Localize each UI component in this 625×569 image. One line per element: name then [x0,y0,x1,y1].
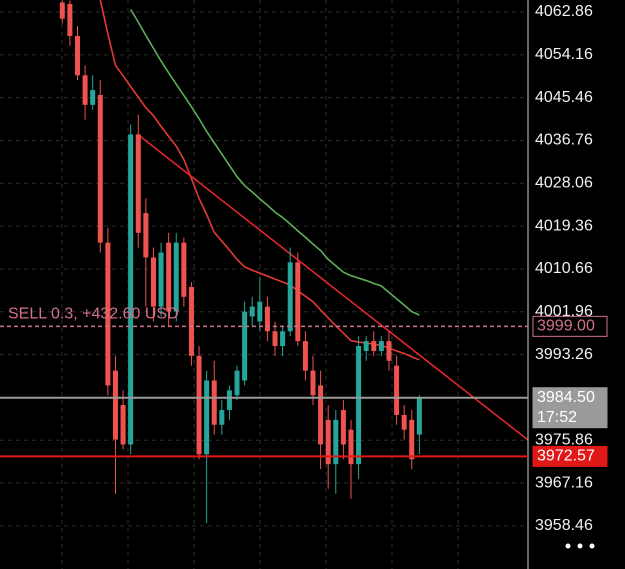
price-axis: 4062.86 4054.16 4045.46 4036.76 4028.06 4019.… [532,3,608,534]
candle-body [234,370,240,396]
price-box-label: 3984.50 [537,389,595,406]
candle-body [325,419,331,465]
price-box-label: 3999.00 [537,318,595,335]
candle-body [196,355,202,455]
candle-body [340,410,346,445]
candle-body [82,75,88,105]
candle-body [371,341,377,351]
y-tick-label: 4045.46 [535,89,593,106]
candle-body [280,331,286,347]
candle-body [378,341,384,351]
candle-body [318,385,324,445]
y-tick-label: 4028.06 [535,175,593,192]
y-tick-label: 3967.16 [535,474,593,491]
candle-body [204,380,210,455]
vertical-grid [61,0,459,569]
y-tick-label: 4062.86 [535,3,593,20]
candle-body [394,365,400,415]
candle-body [257,301,263,322]
candle-body [386,341,392,361]
dot [589,543,595,549]
y-tick-label: 4010.66 [535,260,593,277]
candle-body [242,311,248,381]
grid [0,11,528,527]
countdown: 17:52 [537,409,577,426]
candle-body [97,94,103,243]
candle-body [67,3,73,36]
candle-body [150,257,156,307]
candle-body [348,429,354,465]
price-box-label: 3972.57 [537,448,595,465]
y-tick-label: 3993.26 [535,346,593,363]
candle-body [135,134,141,233]
candle-body [188,286,194,356]
price-box [532,445,608,467]
y-tick-label: 4019.36 [535,217,593,234]
candle-body [416,397,422,435]
price-box [532,315,608,337]
candle-body [166,242,172,312]
dot [565,543,571,549]
candle-body [181,242,187,297]
candle-body [90,90,96,105]
candle-body [226,390,232,411]
candle-body [112,370,118,440]
candle-body [120,405,126,445]
more-menu[interactable] [565,543,595,549]
candle-body [219,410,225,425]
y-tick-label: 3958.46 [535,517,593,534]
candle-body [105,242,111,386]
candle-body [409,419,415,460]
y-tick-label: 3975.86 [535,431,593,448]
candle-body [59,2,65,19]
candle-body [295,262,301,342]
candle-body [249,306,255,317]
plot-area [59,0,528,524]
dot [577,543,583,549]
candle-body [272,331,278,347]
candle-body [211,380,217,425]
candle-body [356,346,362,465]
price-box [532,387,608,429]
candle-body [74,35,80,76]
candle-body [128,134,134,445]
candle-body [401,414,407,430]
candle-body [363,341,369,351]
candle-body [264,306,270,332]
candle-body [310,370,316,396]
candle-body [287,262,293,332]
candle-body [333,419,339,465]
candle-body [143,213,149,258]
y-tick-label: 4001.96 [535,303,593,320]
y-tick-label: 4054.16 [535,46,593,63]
candle-body [158,252,164,307]
moving-average [129,8,420,316]
candle-body [302,341,308,371]
trendline [137,134,528,441]
candle-body [173,242,179,312]
position-label: SELL 0.3, +432.60 USD [8,306,179,323]
y-tick-label: 4036.76 [535,132,593,149]
